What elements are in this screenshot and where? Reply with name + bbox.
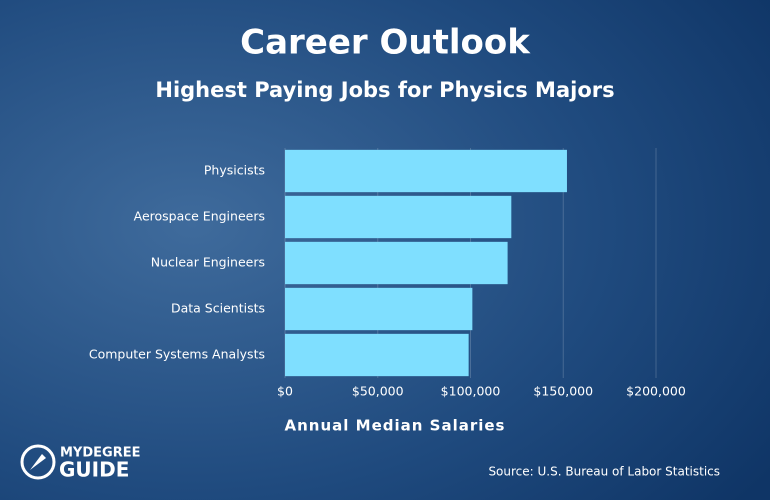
x-axis-label: Annual Median Salaries [285, 417, 506, 435]
logo-text: GUIDE [59, 458, 129, 482]
x-tick-label: $100,000 [441, 384, 501, 399]
logo: MYDEGREE GUIDE [20, 444, 140, 482]
x-tick-label: $200,000 [626, 384, 686, 399]
logo-icon [20, 444, 56, 480]
y-tick-label: Physicists [204, 163, 265, 178]
chart-title: Career Outlook [240, 23, 531, 63]
bar [285, 241, 508, 285]
bar [285, 333, 469, 377]
source-note: Source: U.S. Bureau of Labor Statistics [488, 465, 720, 479]
x-tick-label: $50,000 [352, 384, 404, 399]
logo-text: MYDEGREE [60, 446, 140, 461]
bar [285, 287, 473, 331]
bar [285, 195, 512, 239]
chart-subtitle: Highest Paying Jobs for Physics Majors [155, 78, 614, 102]
x-tick-label: $0 [277, 384, 293, 399]
y-tick-label: Computer Systems Analysts [89, 347, 265, 362]
x-tick-label: $150,000 [533, 384, 593, 399]
y-tick-label: Data Scientists [171, 301, 265, 316]
bar [285, 149, 567, 193]
y-tick-label: Aerospace Engineers [134, 209, 265, 224]
logo-icon [30, 454, 46, 470]
y-tick-label: Nuclear Engineers [151, 255, 265, 270]
